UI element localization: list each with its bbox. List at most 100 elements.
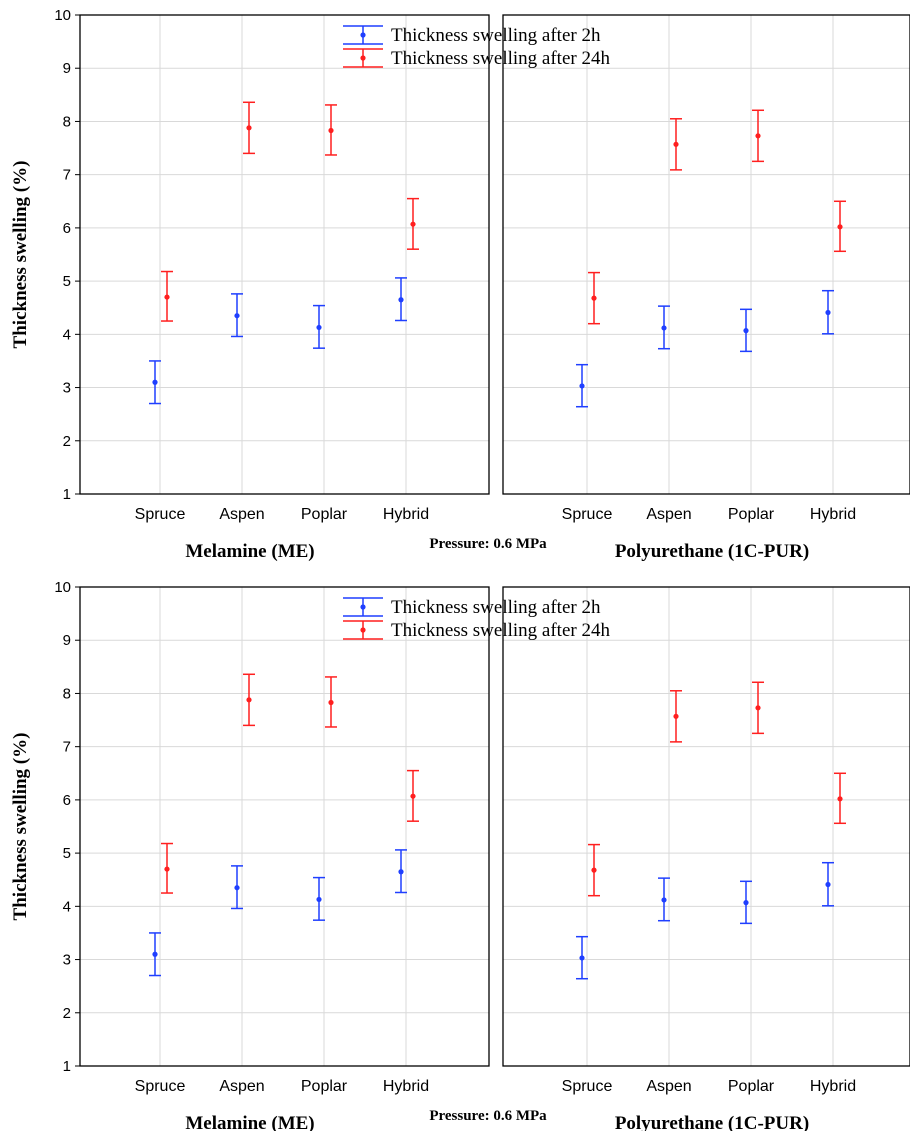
y-tick-label: 4 xyxy=(63,326,71,343)
pressure-annotation: Pressure: 0.6 MPa xyxy=(429,1108,547,1124)
y-tick-label: 3 xyxy=(63,952,71,969)
error-bar-2h xyxy=(149,932,161,977)
data-point xyxy=(673,141,679,147)
x-tick-label: Poplar xyxy=(301,506,348,523)
error-bar-2h xyxy=(740,880,752,925)
data-point xyxy=(673,713,679,719)
x-tick-label: Hybrid xyxy=(810,1078,856,1095)
error-bar-24h xyxy=(752,681,764,735)
y-tick-label: 7 xyxy=(63,739,71,756)
data-point xyxy=(743,328,749,334)
error-bar-24h xyxy=(407,769,419,822)
data-point xyxy=(837,796,843,802)
panel-title: Melamine (ME) xyxy=(185,541,314,562)
y-tick-label: 4 xyxy=(63,898,71,915)
y-axis-label: Thickness swelling (%) xyxy=(10,161,31,349)
error-bar-24h xyxy=(243,673,255,727)
error-bar-2h xyxy=(576,935,588,980)
error-bar-24h xyxy=(834,200,846,253)
data-point xyxy=(398,869,404,875)
plot-frame xyxy=(79,14,490,495)
data-point xyxy=(755,133,761,139)
plot-frame xyxy=(502,14,910,495)
error-bar-24h xyxy=(161,842,173,894)
data-point xyxy=(410,793,416,799)
error-bar-24h xyxy=(243,101,255,155)
panel-title: Polyurethane (1C-PUR) xyxy=(615,541,809,562)
x-tick-label: Hybrid xyxy=(810,506,856,523)
plot-frame xyxy=(502,586,910,1067)
legend-item-24h: Thickness swelling after 24h xyxy=(343,620,610,641)
x-tick-label: Aspen xyxy=(646,506,691,523)
panel-title: Melamine (ME) xyxy=(185,1113,314,1131)
y-tick-label: 5 xyxy=(63,273,71,290)
figure-2: 1 2 3 4 5 6 7 8 9 10 Spruce Aspen Poplar Hybrid Melami… xyxy=(10,579,910,1131)
y-tick-label: 2 xyxy=(63,433,71,450)
x-tick-label: Poplar xyxy=(728,1078,775,1095)
error-bar-2h xyxy=(395,849,407,894)
legend-label: Thickness swelling after 24h xyxy=(391,48,610,69)
x-tick-label: Aspen xyxy=(646,1078,691,1095)
x-tick-label: Hybrid xyxy=(383,506,429,523)
error-bar-24h xyxy=(588,843,600,897)
error-bar-2h xyxy=(395,277,407,322)
error-bar-24h xyxy=(588,271,600,325)
data-point xyxy=(328,127,334,134)
x-tick-label: Spruce xyxy=(135,506,186,523)
error-bar-2h xyxy=(658,305,670,350)
panel-melamine: 1 2 3 4 5 6 7 8 9 10 Spruce Aspen Poplar Hybrid Melami… xyxy=(54,579,490,1131)
data-point xyxy=(246,125,252,131)
error-bar-24h xyxy=(834,772,846,825)
error-bar-2h xyxy=(740,308,752,353)
pressure-annotation: Pressure: 0.6 MPa xyxy=(429,536,547,552)
y-tick-label: 2 xyxy=(63,1005,71,1022)
x-tick-label: Spruce xyxy=(562,1078,613,1095)
error-bar-2h xyxy=(822,861,834,907)
data-point xyxy=(825,309,831,316)
legend-swatch-point xyxy=(360,627,366,633)
legend-label: Thickness swelling after 2h xyxy=(391,597,601,618)
data-point xyxy=(410,221,416,227)
y-tick-label: 6 xyxy=(63,220,71,237)
data-point xyxy=(591,867,597,873)
error-bar-2h xyxy=(313,876,325,921)
data-point xyxy=(246,697,252,703)
data-point xyxy=(328,699,334,706)
error-bar-24h xyxy=(325,104,337,156)
legend-swatch-point xyxy=(360,32,366,38)
x-tick-label: Spruce xyxy=(135,1078,186,1095)
data-point xyxy=(661,897,667,903)
legend-item-2h: Thickness swelling after 2h xyxy=(343,25,601,46)
error-bar-24h xyxy=(670,690,682,743)
legend-swatch-point xyxy=(360,604,366,610)
error-bar-24h xyxy=(670,118,682,171)
y-tick-label: 9 xyxy=(63,60,71,77)
error-bar-2h xyxy=(658,877,670,922)
legend-item-2h: Thickness swelling after 2h xyxy=(343,597,601,618)
error-bar-24h xyxy=(325,676,337,728)
data-point xyxy=(398,297,404,303)
legend-item-24h: Thickness swelling after 24h xyxy=(343,48,610,69)
plot-frame xyxy=(79,586,490,1067)
panel-melamine: 1 2 3 4 5 6 7 8 9 10 Spruce Aspen Poplar Hybrid Melami… xyxy=(54,7,490,562)
panel-polyurethane: Spruce Aspen Poplar Hybrid Polyurethane (1C-… xyxy=(502,14,910,562)
data-point xyxy=(579,383,585,389)
y-tick-label: 8 xyxy=(63,685,71,702)
data-point xyxy=(579,955,585,961)
y-tick-label: 7 xyxy=(63,167,71,184)
x-tick-label: Poplar xyxy=(301,1078,348,1095)
y-tick-label: 5 xyxy=(63,845,71,862)
error-bar-2h xyxy=(231,865,243,910)
data-point xyxy=(164,866,170,872)
data-point xyxy=(234,313,240,319)
y-tick-label: 9 xyxy=(63,632,71,649)
error-bar-2h xyxy=(231,293,243,338)
legend-label: Thickness swelling after 2h xyxy=(391,25,601,46)
x-tick-label: Poplar xyxy=(728,506,775,523)
y-tick-label: 8 xyxy=(63,113,71,130)
figure-1: 1 2 3 4 5 6 7 8 9 10 Spruce Aspen Poplar Hybrid Melami… xyxy=(10,7,910,562)
data-point xyxy=(825,881,831,888)
data-point xyxy=(837,224,843,230)
